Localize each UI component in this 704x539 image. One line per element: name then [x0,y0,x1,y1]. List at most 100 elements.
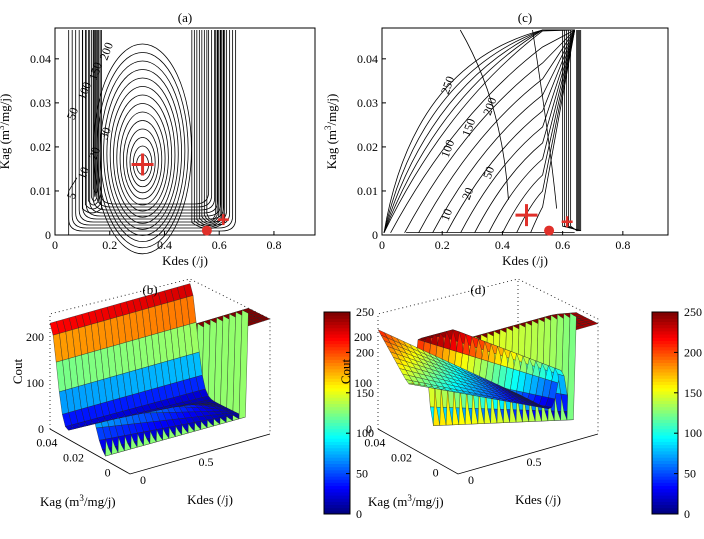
x-tick-label: 0 [52,238,58,252]
x-axis-label: Kdes (/j) [515,492,561,507]
surface-mesh [49,283,271,457]
y-tick-label: 0 [45,228,51,242]
colorbar-tick-label: 150 [356,386,374,400]
y-tick-label: 0.02 [357,140,378,154]
contour-label: 150 [86,60,105,82]
panel-title: (a) [178,10,192,25]
y-tick-label: 0.04 [357,52,378,66]
colorbar-tick-label: 200 [684,345,702,359]
x-tick-label: 0 [379,238,385,252]
colorbar-tick-label: 50 [684,467,696,481]
panel-title: (d) [470,282,485,297]
y-tick-label: 0.02 [63,451,84,465]
panel-title: (c) [518,10,532,25]
contour-lines-c [383,29,582,233]
axes-box [49,278,271,434]
colorbar-tick-label: 150 [684,386,702,400]
colorbar-tick-label: 50 [356,467,368,481]
x-tick-label: 0.5 [199,455,214,469]
x-tick-label: 0 [468,473,474,487]
z-tick-label: 200 [354,330,372,344]
z-tick-label: 100 [26,376,44,390]
colorbar: 0 50 100 150 200 250 [651,305,702,521]
colorbar-tick-label: 200 [356,345,374,359]
z-axis-label: Cout [10,358,25,384]
panel-title: (b) [142,282,157,297]
x-tick-label: 0.2 [435,238,450,252]
colorbar-frame [323,311,351,515]
x-tick-label: 0.6 [555,238,570,252]
y-axis-label: Kag (m3/mg/j) [323,94,339,170]
x-tick-label: 0.4 [157,238,172,252]
contour-lines-a [68,30,237,255]
y-axis-label: Kag (m3/mg/j) [368,493,444,509]
colorbar-tick-label: 250 [684,305,702,319]
x-tick-label: 0.8 [615,238,630,252]
z-tick-label: 0 [366,422,372,436]
minimum-dot-marker [544,225,555,236]
contour-label: 100 [438,138,457,160]
minimum-plus-marker [131,153,154,176]
z-tick-label: 0 [38,422,44,436]
y-axis-label: Kag (m3/mg/j) [40,493,116,509]
x-tick-label: 0 [140,473,146,487]
surface-mesh [377,312,599,426]
y-tick-label: 0.04 [36,436,57,450]
contour-label: 20 [86,145,103,161]
y-tick-label: 0.01 [357,184,378,198]
y-tick-label: 0.04 [364,436,385,450]
y-tick-label: 0 [433,466,439,480]
z-tick-label: 200 [26,330,44,344]
axes-base [377,428,599,475]
axes-box [377,278,599,434]
colorbar-tick-label: 0 [684,507,690,521]
contour-label: 30 [97,125,114,141]
x-tick-label: 0.5 [527,455,542,469]
contour-label: 100 [75,80,94,102]
y-axis-label: Kag (m3/mg/j) [0,94,12,170]
contour-label: 150 [459,117,478,139]
y-tick-label: 0.02 [30,140,51,154]
x-tick-label: 0.2 [102,238,117,252]
x-tick-label: 0.4 [495,238,510,252]
colorbar-tick-label: 100 [684,426,702,440]
x-axis-label: Kdes (/j) [187,492,233,507]
contour-label: 200 [480,95,499,117]
y-tick-label: 0.03 [357,96,378,110]
x-axis-label: Kdes (/j) [162,253,208,268]
y-tick-label: 0 [372,228,378,242]
colorbar-frame [651,311,679,515]
minimum-plus-marker [515,204,538,227]
colorbar-tick-label: 0 [356,507,362,521]
contour-label: 10 [438,207,455,223]
x-axis-label: Kdes (/j) [502,253,548,268]
y-tick-label: 0 [105,466,111,480]
z-axis-label: Cout [338,358,353,384]
contour-label: 5 [64,190,79,200]
contour-label: 50 [64,105,81,121]
contour-label: 250 [438,74,457,96]
y-tick-label: 0.01 [30,184,51,198]
plot-area-c [381,27,669,236]
contour-label: 50 [480,164,497,180]
axes-base [49,428,271,475]
colorbar-tick-label: 100 [356,426,374,440]
contour-label: 10 [75,165,92,181]
z-tick-label: 100 [354,376,372,390]
y-tick-label: 0.02 [391,451,412,465]
x-tick-label: 0.6 [212,238,227,252]
minimum-dot-marker [201,225,212,236]
minimum-plus-marker [561,216,573,228]
colorbar-tick-label: 250 [356,305,374,319]
x-tick-label: 0.8 [266,238,281,252]
contour-label: 20 [459,186,476,202]
y-tick-label: 0.03 [30,96,51,110]
contour-label: 200 [97,40,116,62]
y-tick-label: 0.04 [30,52,51,66]
